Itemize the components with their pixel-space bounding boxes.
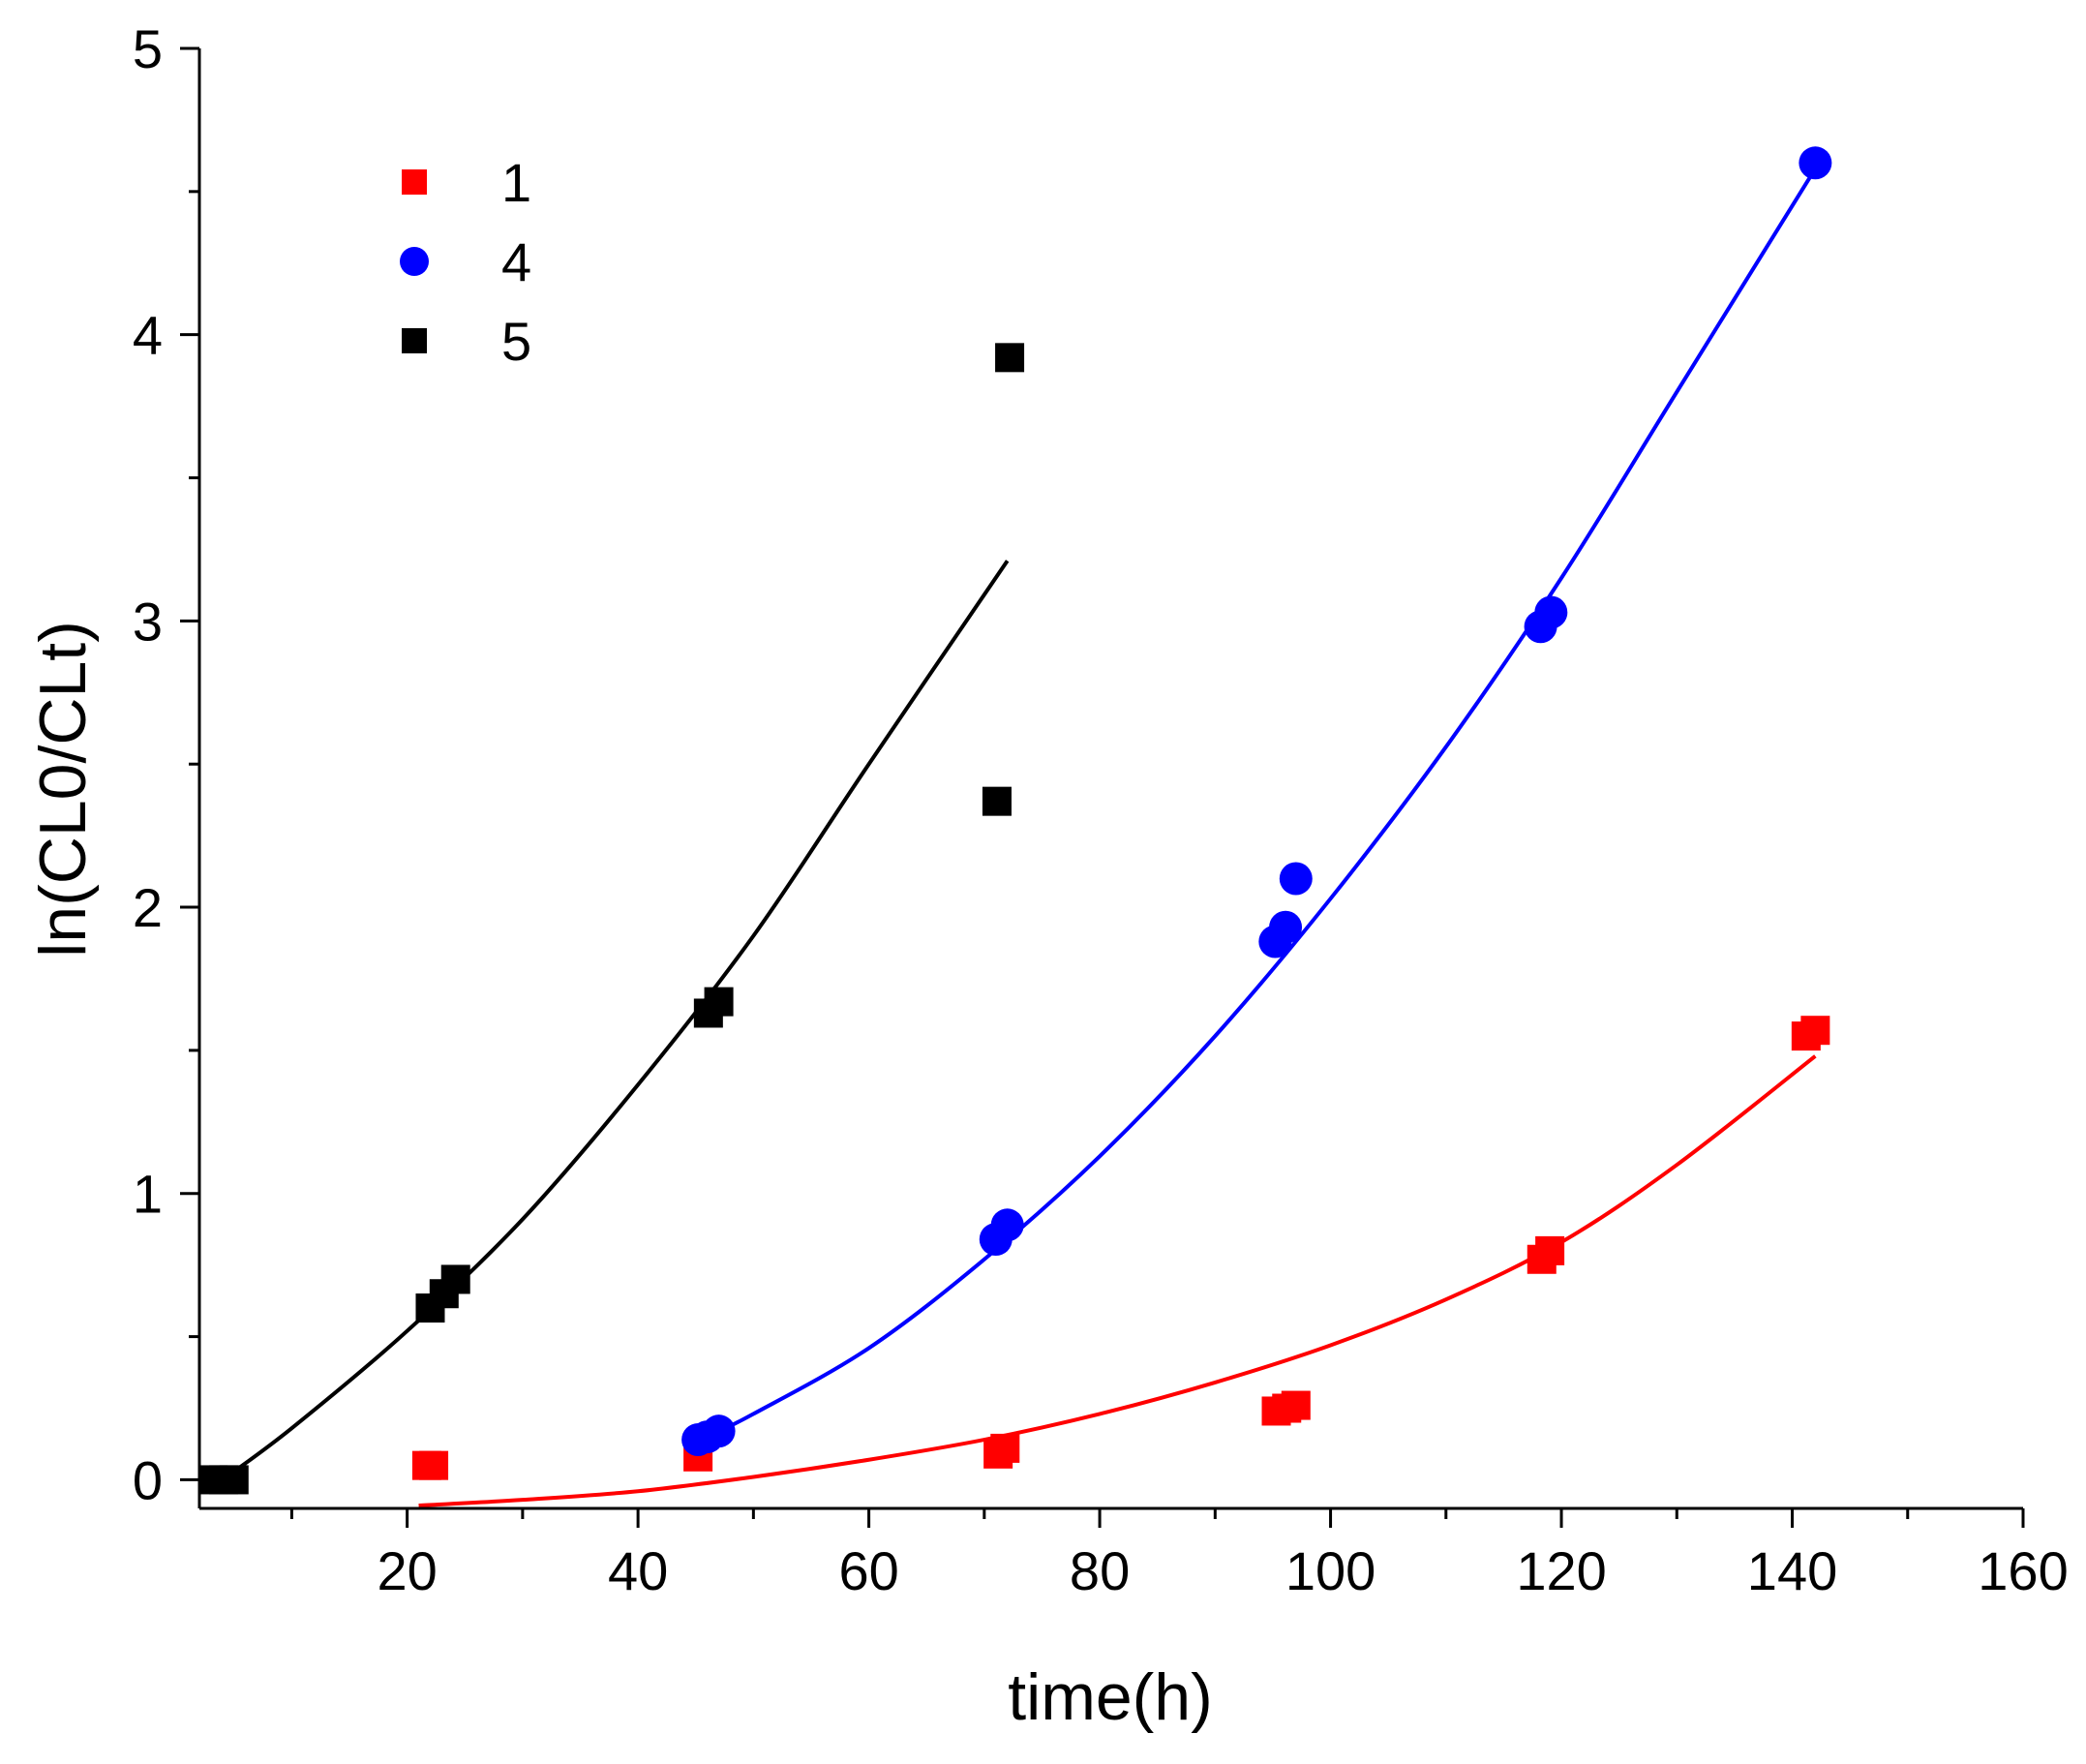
data-point-series-5: [704, 987, 734, 1017]
legend: 1 4 5: [400, 152, 531, 372]
x-tick-label: 100: [1285, 1540, 1376, 1601]
legend-marker-series-4: [400, 247, 429, 276]
data-point-series-4: [1534, 595, 1568, 629]
y-tick-label: 2: [133, 877, 163, 938]
legend-label: 5: [501, 311, 531, 372]
legend-label: 1: [501, 152, 531, 213]
legend-marker-series-1: [402, 169, 427, 195]
x-tick-label: 40: [608, 1540, 668, 1601]
fit-curves: [221, 167, 1818, 1508]
fit-line-series-1: [418, 1054, 1817, 1508]
x-tick-label: 20: [377, 1540, 437, 1601]
data-point-series-5: [440, 1264, 470, 1294]
fit-line-series-4: [694, 167, 1818, 1445]
y-tick-label: 5: [133, 18, 163, 79]
x-tick-label: 80: [1070, 1540, 1130, 1601]
y-tick-label: 0: [133, 1449, 163, 1510]
data-point-series-4: [702, 1414, 736, 1448]
legend-marker-series-5: [402, 328, 427, 353]
axes: 20 40 60 80 100 120 140 160 0 1 2 3 4 5: [133, 18, 2069, 1601]
fit-line-series-5: [221, 560, 1010, 1482]
data-point-series-1: [1535, 1235, 1565, 1265]
data-point-series-4: [990, 1208, 1024, 1242]
data-point-series-1: [1281, 1390, 1311, 1420]
data-points: [198, 146, 1832, 1495]
x-axis-ticks: 20 40 60 80 100 120 140 160: [289, 1508, 2069, 1601]
legend-label: 4: [501, 231, 531, 292]
data-point-series-4: [1799, 146, 1832, 180]
y-tick-label: 4: [133, 305, 163, 366]
y-tick-label: 1: [133, 1164, 163, 1225]
y-tick-label: 3: [133, 591, 163, 652]
data-point-series-1: [1800, 1016, 1830, 1046]
data-point-series-4: [1269, 910, 1303, 944]
data-point-series-1: [419, 1450, 449, 1480]
x-axis-title: time(h): [1008, 1660, 1213, 1734]
data-point-series-1: [990, 1433, 1020, 1463]
x-tick-label: 120: [1516, 1540, 1606, 1601]
x-tick-label: 140: [1747, 1540, 1837, 1601]
data-point-series-5: [982, 786, 1012, 816]
data-point-series-5: [219, 1465, 249, 1495]
x-tick-label: 60: [838, 1540, 898, 1601]
x-tick-label: 160: [1978, 1540, 2068, 1601]
data-point-series-5: [995, 343, 1025, 373]
y-axis-ticks: 0 1 2 3 4 5: [133, 18, 199, 1510]
y-axis-title: ln(CL0/CLt): [26, 621, 100, 958]
data-point-series-4: [1279, 862, 1313, 896]
